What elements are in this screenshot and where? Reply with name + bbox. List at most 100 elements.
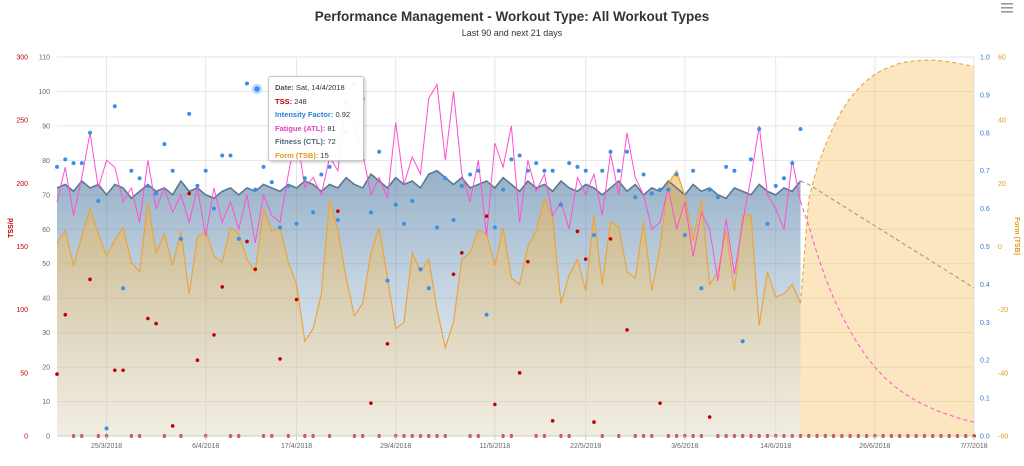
intensity-factor-point[interactable] bbox=[410, 199, 415, 204]
intensity-factor-point[interactable] bbox=[137, 176, 142, 181]
intensity-factor-point[interactable] bbox=[88, 130, 93, 135]
intensity-factor-point[interactable] bbox=[104, 426, 109, 431]
intensity-factor-point[interactable] bbox=[129, 168, 134, 173]
intensity-factor-point[interactable] bbox=[245, 81, 250, 86]
tss-point[interactable] bbox=[88, 277, 92, 282]
tss-point[interactable] bbox=[63, 312, 68, 317]
tss-point[interactable] bbox=[517, 371, 522, 375]
tss-point[interactable] bbox=[294, 297, 299, 302]
intensity-factor-point[interactable] bbox=[55, 164, 59, 169]
intensity-factor-point[interactable] bbox=[608, 149, 613, 154]
intensity-factor-point[interactable] bbox=[278, 225, 283, 230]
intensity-factor-point[interactable] bbox=[550, 168, 555, 173]
tss-point[interactable] bbox=[369, 401, 373, 405]
intensity-factor-point[interactable] bbox=[600, 168, 605, 173]
intensity-factor-point[interactable] bbox=[732, 168, 737, 173]
intensity-factor-point[interactable] bbox=[170, 168, 175, 173]
tss-point[interactable] bbox=[336, 209, 340, 213]
tss-point[interactable] bbox=[55, 372, 59, 376]
tss-point[interactable] bbox=[592, 420, 596, 424]
intensity-factor-point[interactable] bbox=[253, 187, 258, 192]
intensity-factor-point[interactable] bbox=[63, 157, 68, 162]
tss-point[interactable] bbox=[583, 257, 588, 261]
intensity-factor-point[interactable] bbox=[781, 176, 786, 181]
intensity-factor-point[interactable] bbox=[715, 195, 720, 200]
intensity-factor-point[interactable] bbox=[724, 164, 729, 169]
intensity-factor-point[interactable] bbox=[674, 172, 679, 177]
tss-point[interactable] bbox=[187, 191, 191, 196]
intensity-factor-point[interactable] bbox=[765, 221, 770, 226]
intensity-factor-point[interactable] bbox=[484, 312, 489, 317]
tss-point[interactable] bbox=[170, 424, 175, 428]
tss-point[interactable] bbox=[154, 321, 158, 326]
intensity-factor-point[interactable] bbox=[625, 149, 630, 154]
intensity-factor-point[interactable] bbox=[591, 233, 596, 238]
tss-point[interactable] bbox=[113, 368, 117, 373]
tss-point[interactable] bbox=[385, 341, 390, 346]
intensity-factor-point[interactable] bbox=[319, 172, 324, 177]
intensity-factor-point[interactable] bbox=[740, 339, 745, 344]
intensity-factor-point[interactable] bbox=[294, 221, 299, 226]
intensity-factor-point[interactable] bbox=[542, 168, 547, 173]
tss-point[interactable] bbox=[484, 214, 489, 218]
intensity-factor-point[interactable] bbox=[302, 176, 307, 181]
intensity-factor-point[interactable] bbox=[195, 183, 200, 188]
intensity-factor-point[interactable] bbox=[682, 233, 687, 238]
intensity-factor-point[interactable] bbox=[773, 183, 778, 188]
intensity-factor-point[interactable] bbox=[798, 127, 803, 132]
intensity-factor-point[interactable] bbox=[435, 225, 440, 230]
intensity-factor-point[interactable] bbox=[393, 202, 398, 207]
intensity-factor-point[interactable] bbox=[121, 286, 126, 291]
intensity-factor-point[interactable] bbox=[534, 161, 539, 166]
tss-point[interactable] bbox=[253, 267, 258, 272]
intensity-factor-point[interactable] bbox=[567, 161, 572, 166]
intensity-factor-point[interactable] bbox=[468, 172, 473, 177]
intensity-factor-point[interactable] bbox=[418, 267, 423, 272]
intensity-factor-point[interactable] bbox=[633, 195, 638, 200]
tss-point[interactable] bbox=[526, 259, 530, 264]
intensity-factor-point[interactable] bbox=[162, 142, 167, 147]
intensity-factor-point[interactable] bbox=[145, 183, 150, 188]
intensity-factor-point[interactable] bbox=[583, 168, 588, 173]
intensity-factor-point[interactable] bbox=[236, 236, 241, 241]
intensity-factor-point[interactable] bbox=[311, 210, 316, 215]
intensity-factor-point[interactable] bbox=[691, 168, 696, 173]
intensity-factor-point[interactable] bbox=[699, 286, 704, 291]
intensity-factor-point[interactable] bbox=[525, 168, 530, 173]
intensity-factor-point[interactable] bbox=[211, 206, 216, 211]
intensity-factor-point[interactable] bbox=[451, 217, 456, 222]
intensity-factor-point[interactable] bbox=[187, 111, 192, 116]
intensity-factor-point[interactable] bbox=[790, 161, 795, 166]
tss-point[interactable] bbox=[608, 237, 613, 241]
intensity-factor-point[interactable] bbox=[426, 286, 431, 291]
intensity-factor-point[interactable] bbox=[558, 202, 563, 207]
intensity-factor-point[interactable] bbox=[748, 157, 753, 162]
tss-point[interactable] bbox=[121, 368, 125, 373]
intensity-factor-point[interactable] bbox=[112, 104, 117, 109]
intensity-factor-point[interactable] bbox=[335, 217, 340, 222]
tss-point[interactable] bbox=[658, 401, 662, 405]
intensity-factor-point[interactable] bbox=[96, 199, 101, 204]
intensity-factor-point[interactable] bbox=[377, 149, 382, 154]
intensity-factor-point[interactable] bbox=[459, 183, 464, 188]
intensity-factor-point[interactable] bbox=[492, 225, 497, 230]
intensity-factor-point[interactable] bbox=[707, 187, 712, 192]
intensity-factor-point[interactable] bbox=[368, 210, 373, 215]
intensity-factor-point[interactable] bbox=[666, 187, 671, 192]
intensity-factor-point[interactable] bbox=[641, 172, 646, 177]
intensity-factor-point[interactable] bbox=[575, 164, 580, 169]
tss-point[interactable] bbox=[550, 419, 555, 423]
tss-point[interactable] bbox=[146, 316, 150, 321]
tss-point[interactable] bbox=[278, 357, 282, 361]
intensity-factor-point[interactable] bbox=[261, 164, 266, 169]
tss-point[interactable] bbox=[220, 285, 225, 289]
tss-point[interactable] bbox=[212, 333, 216, 337]
intensity-factor-point[interactable] bbox=[327, 164, 332, 169]
intensity-factor-point[interactable] bbox=[79, 161, 84, 166]
intensity-factor-point[interactable] bbox=[443, 176, 448, 181]
tss-point[interactable] bbox=[493, 402, 497, 407]
intensity-factor-point[interactable] bbox=[501, 187, 506, 192]
tss-point[interactable] bbox=[245, 239, 249, 244]
tss-point[interactable] bbox=[195, 358, 200, 363]
